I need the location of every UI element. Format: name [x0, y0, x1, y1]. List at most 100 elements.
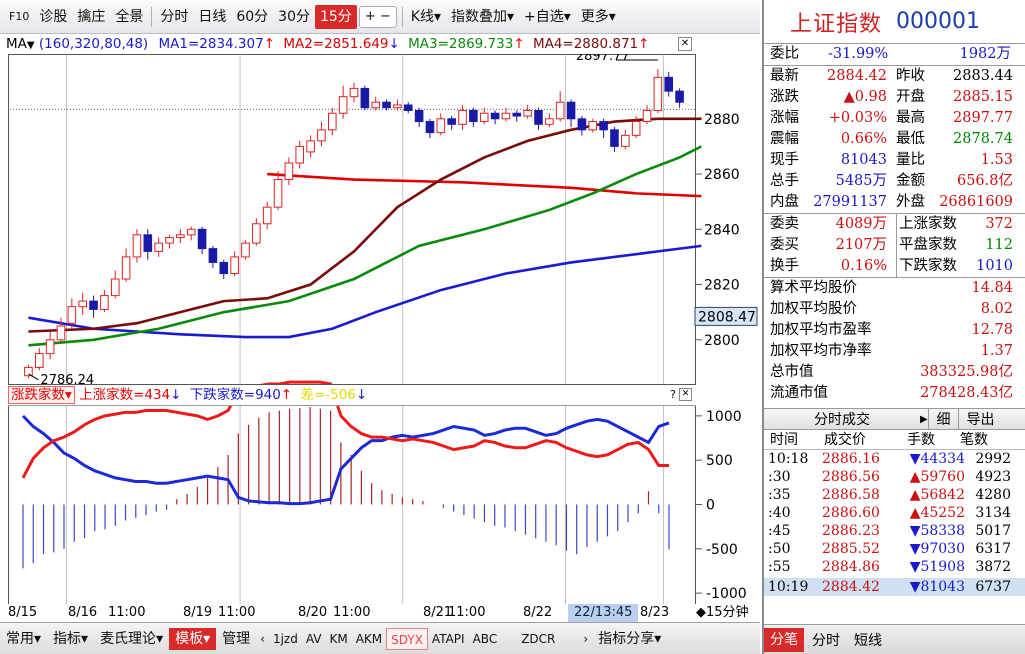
candle-up — [273, 179, 283, 208]
tab-trades[interactable]: 分时成交 — [814, 412, 870, 428]
trade-price: 2886.60 — [822, 505, 880, 521]
candle-down — [490, 112, 500, 120]
divider — [401, 6, 403, 27]
quote-label: 开盘 — [896, 89, 925, 105]
valuation-row: 加权平均市净率 1.37 — [764, 341, 1025, 362]
trade-row[interactable]: :45 2886.23 ▼58338 5017 — [764, 522, 1025, 540]
candle-up — [653, 76, 663, 111]
trade-row[interactable]: :35 2886.58 ▲56842 4280 — [764, 486, 1025, 504]
indicator-name[interactable]: 涨跌家数▾ — [8, 386, 75, 404]
ma-selector[interactable]: MA▼ — [6, 36, 35, 52]
candle-up — [165, 237, 174, 244]
candle-down — [219, 261, 229, 274]
quote-value: 2885.15 — [953, 89, 1013, 105]
x-tick-label: 8/23 — [640, 605, 670, 620]
kline-dropdown[interactable]: K线▾ — [406, 5, 446, 29]
candle-up — [121, 256, 131, 280]
period-label[interactable]: ◆15分钟 — [696, 604, 749, 622]
period-daily[interactable]: 日线 — [198, 8, 227, 25]
trade-count: 4280 — [975, 487, 1011, 503]
quote-label: 量比 — [896, 152, 925, 168]
breadth-row: 委买 2107万 平盘家数 112 — [764, 235, 1025, 256]
chart-frame — [8, 54, 696, 604]
trade-row[interactable]: :40 2886.60 ▲45252 3134 — [764, 504, 1025, 522]
col-time: 时间 — [770, 432, 798, 448]
ma3-arrow: ↑ — [513, 36, 525, 52]
dropdown-icon: ▾ — [608, 8, 616, 25]
tab-short[interactable]: 短线 — [854, 632, 882, 649]
template-dropdown[interactable]: 模板▾ — [169, 627, 217, 650]
candle-down — [382, 101, 391, 109]
tab-minute[interactable]: 分时 — [812, 632, 840, 649]
period-15m[interactable]: 15分 — [314, 4, 357, 29]
indicator-tab-akm[interactable]: AKM — [355, 631, 383, 646]
period-60m[interactable]: 60分 — [236, 8, 269, 25]
quote-label: 震幅 — [770, 131, 799, 147]
indicator-tab-abc[interactable]: ABC — [472, 631, 498, 646]
export-button[interactable]: 导出 — [958, 409, 1002, 429]
zoom-in-button[interactable]: + − — [358, 5, 397, 28]
diagnose-button[interactable]: 诊股 — [39, 8, 68, 25]
candle-down — [577, 118, 587, 131]
trade-row[interactable]: :50 2885.52 ▼97030 6317 — [764, 540, 1025, 558]
indicator-tab-sdyx[interactable]: SDYX — [386, 627, 428, 650]
indicator-tab-atapi[interactable]: ATAPI — [431, 631, 465, 646]
trade-row[interactable]: 10:18 2886.16 ▼44334 2992 — [764, 450, 1025, 468]
trade-price: 2886.23 — [822, 523, 880, 539]
add-favorite-button[interactable]: +自选▾ — [519, 5, 576, 29]
f10-button[interactable]: F10 — [9, 9, 30, 23]
candle-up — [338, 96, 348, 114]
mcs-theory-dropdown[interactable]: 麦氏理论▾ — [100, 630, 164, 647]
chart-canvas[interactable]: 288028602840282028002897.772786.242808.4… — [0, 54, 760, 604]
share-indicator-dropdown[interactable]: 指标分享▾ — [598, 630, 662, 647]
quote-value: 656.8亿 — [956, 173, 1013, 189]
manage-button[interactable]: 管理 — [222, 630, 251, 647]
trade-row[interactable]: :55 2884.86 ▼51908 3872 — [764, 558, 1025, 576]
quote-value: +0.03% — [828, 110, 887, 126]
indicator-tab-zdcr[interactable]: ZDCR — [521, 631, 556, 646]
indicator-tab-1jzd[interactable]: 1jzd — [272, 631, 298, 646]
trade-list[interactable]: 10:18 2886.16 ▼44334 2992:30 2886.56 ▲59760 49… — [764, 450, 1025, 596]
indicator-tab-km[interactable]: KM — [329, 631, 348, 646]
breadth-value: 1010 — [976, 258, 1013, 274]
candle-down — [469, 109, 478, 123]
period-30m[interactable]: 30分 — [278, 8, 310, 25]
x-tick-label: 11:00 — [333, 605, 371, 620]
indicator-dropdown[interactable]: 指标▾ — [53, 630, 89, 647]
valuation-rows: 算术平均股价 14.84 加权平均股价 8.02 加权平均市盈率 12.78 加权平均市净率… — [764, 278, 1025, 404]
quote-label: 内盘 — [770, 194, 799, 210]
trade-count: 2992 — [975, 451, 1011, 467]
quote-label: 最高 — [896, 110, 925, 126]
candle-up — [24, 366, 33, 377]
divider — [151, 6, 153, 27]
scroll-right-icon[interactable]: › — [583, 631, 589, 646]
qinzhuang-button[interactable]: 擒庄 — [77, 8, 106, 25]
minus-icon: − — [379, 8, 391, 24]
trade-row[interactable]: 10:19 2884.42 ▼81043 6737 — [764, 578, 1025, 596]
scroll-right-icon[interactable]: ▶ — [920, 413, 928, 425]
common-dropdown[interactable]: 常用▾ — [6, 630, 42, 647]
breadth-rows: 委卖 4089万 上涨家数 372 委买 2107万 平盘家数 112 换手 0.16% 下跌家数 1… — [764, 214, 1025, 277]
close-icon[interactable]: ✕ — [678, 37, 692, 51]
candle-up — [631, 121, 641, 136]
more-dropdown[interactable]: 更多▾ — [576, 5, 621, 29]
quote-value: 5485万 — [835, 173, 887, 189]
candle-down — [534, 109, 543, 125]
help-icon[interactable]: ? — [670, 388, 676, 401]
trade-price: 2886.16 — [822, 451, 880, 467]
close-icon[interactable]: ✕ — [679, 388, 692, 401]
candle-up — [34, 353, 44, 368]
valuation-value: 12.78 — [971, 322, 1013, 338]
tab-detail[interactable]: 细 — [928, 409, 958, 429]
trade-row[interactable]: :30 2886.56 ▲59760 4923 — [764, 468, 1025, 486]
scroll-left-icon[interactable]: ‹ — [260, 631, 265, 646]
valuation-value: 383325.98亿 — [920, 364, 1013, 380]
panorama-button[interactable]: 全景 — [115, 8, 144, 25]
tab-ticks[interactable]: 分笔 — [764, 627, 804, 652]
vol-tick-label: 0 — [706, 498, 715, 514]
indicator-tab-av[interactable]: AV — [305, 631, 322, 646]
candle-up — [327, 112, 337, 131]
overlay-dropdown[interactable]: 指数叠加▾ — [446, 5, 519, 29]
candle-up — [317, 129, 326, 142]
period-intraday[interactable]: 分时 — [160, 8, 189, 25]
